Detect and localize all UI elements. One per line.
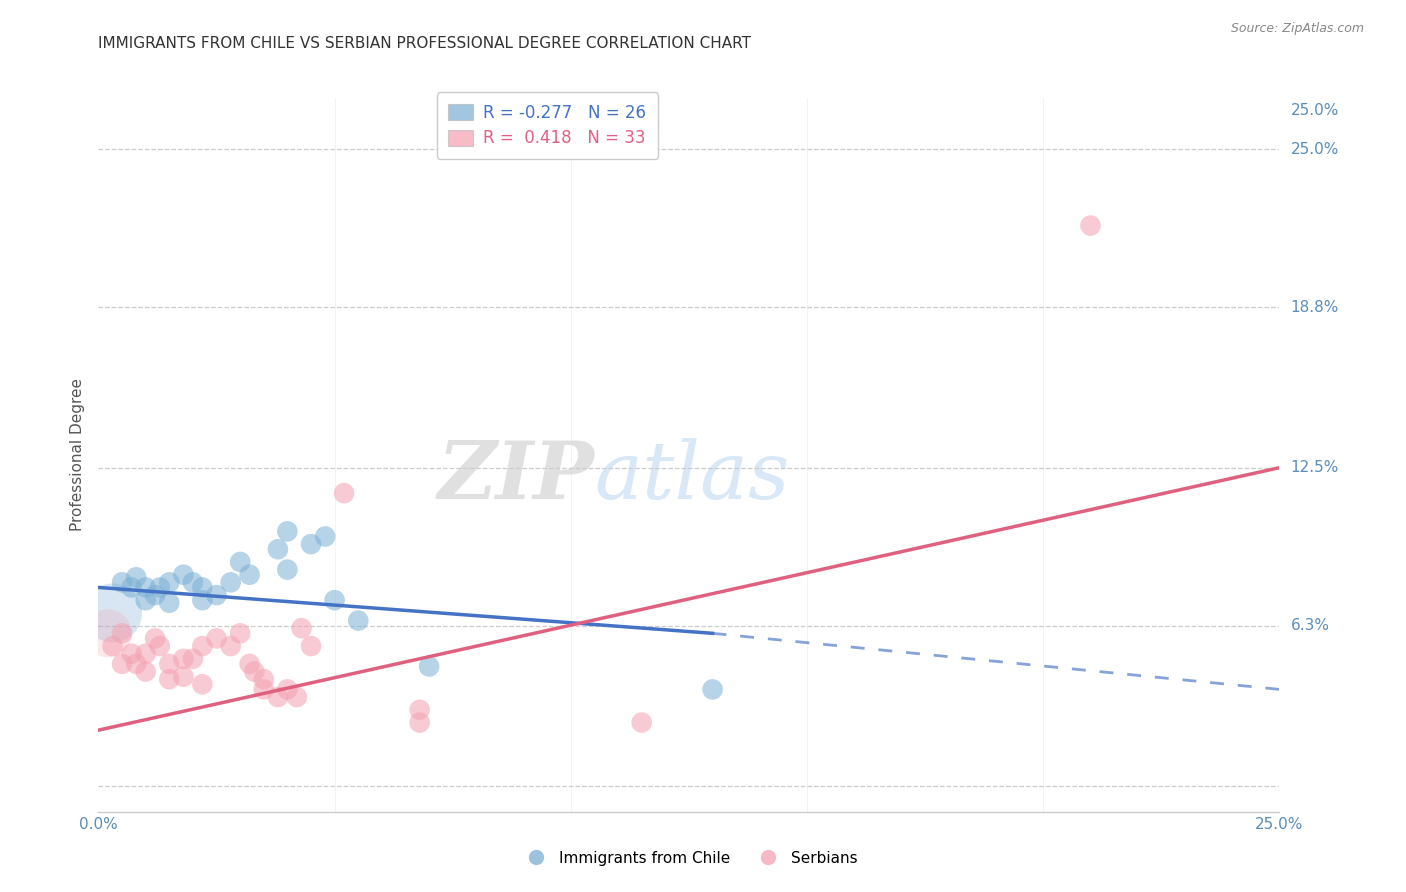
Point [418,659,440,673]
Point [172,652,194,666]
Point [191,639,214,653]
Point [143,588,166,602]
Point [111,575,134,590]
Y-axis label: Professional Degree: Professional Degree [69,378,84,532]
Point [172,670,194,684]
Text: 25.0%: 25.0% [1291,103,1339,119]
Point [121,647,143,661]
Point [157,672,180,686]
Point [205,588,228,602]
Point [347,614,370,628]
Point [630,715,652,730]
Point [219,639,242,653]
Point [157,657,180,671]
Point [239,657,262,671]
Point [125,570,148,584]
Point [290,621,312,635]
Point [408,715,430,730]
Point [219,575,242,590]
Point [267,542,290,557]
Point [229,555,252,569]
Point [157,575,180,590]
Text: Source: ZipAtlas.com: Source: ZipAtlas.com [1230,22,1364,36]
Point [121,581,143,595]
Point [323,593,346,607]
Point [191,593,214,607]
Point [299,537,322,551]
Point [276,682,298,697]
Point [157,596,180,610]
Point [702,682,724,697]
Point [111,657,134,671]
Legend: Immigrants from Chile, Serbians: Immigrants from Chile, Serbians [515,845,863,871]
Point [267,690,290,704]
Point [191,581,214,595]
Point [181,575,204,590]
Text: 12.5%: 12.5% [1291,460,1339,475]
Point [97,626,120,640]
Point [239,567,262,582]
Point [205,632,228,646]
Point [276,524,298,539]
Point [101,639,124,653]
Point [143,632,166,646]
Point [276,563,298,577]
Text: 18.8%: 18.8% [1291,300,1339,315]
Point [229,626,252,640]
Point [181,652,204,666]
Text: IMMIGRANTS FROM CHILE VS SERBIAN PROFESSIONAL DEGREE CORRELATION CHART: IMMIGRANTS FROM CHILE VS SERBIAN PROFESS… [98,36,751,51]
Text: atlas: atlas [595,438,790,515]
Point [149,639,172,653]
Point [1080,219,1102,233]
Point [125,657,148,671]
Text: 6.3%: 6.3% [1291,618,1330,633]
Text: ZIP: ZIP [437,438,595,515]
Point [172,567,194,582]
Point [253,672,276,686]
Point [149,581,172,595]
Point [333,486,356,500]
Point [243,665,266,679]
Point [253,682,276,697]
Point [135,647,157,661]
Point [135,581,157,595]
Point [299,639,322,653]
Point [101,606,124,620]
Point [135,593,157,607]
Point [285,690,308,704]
Point [408,703,430,717]
Point [111,626,134,640]
Point [191,677,214,691]
Point [135,665,157,679]
Text: 25.0%: 25.0% [1291,142,1339,157]
Point [314,529,336,543]
